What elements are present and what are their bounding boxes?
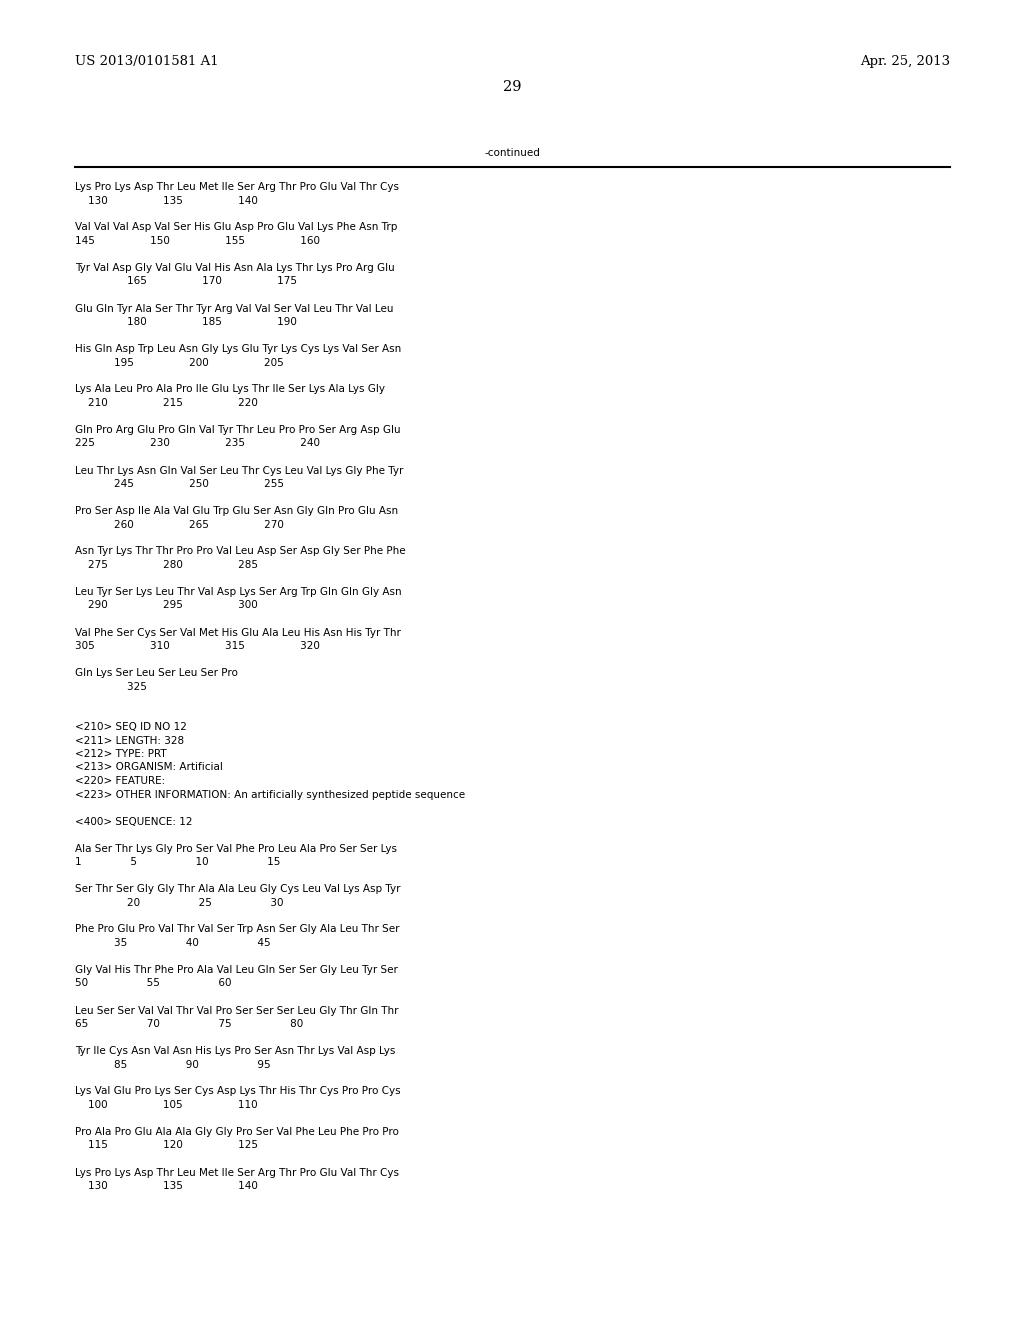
Text: 305                 310                 315                 320: 305 310 315 320 [75, 642, 319, 651]
Text: 115                 120                 125: 115 120 125 [75, 1140, 258, 1151]
Text: Leu Tyr Ser Lys Leu Thr Val Asp Lys Ser Arg Trp Gln Gln Gly Asn: Leu Tyr Ser Lys Leu Thr Val Asp Lys Ser … [75, 587, 401, 597]
Text: Apr. 25, 2013: Apr. 25, 2013 [860, 55, 950, 69]
Text: <400> SEQUENCE: 12: <400> SEQUENCE: 12 [75, 817, 193, 826]
Text: Ser Thr Ser Gly Gly Thr Ala Ala Leu Gly Cys Leu Val Lys Asp Tyr: Ser Thr Ser Gly Gly Thr Ala Ala Leu Gly … [75, 884, 400, 894]
Text: Pro Ser Asp Ile Ala Val Glu Trp Glu Ser Asn Gly Gln Pro Glu Asn: Pro Ser Asp Ile Ala Val Glu Trp Glu Ser … [75, 506, 398, 516]
Text: 180                 185                 190: 180 185 190 [75, 317, 297, 327]
Text: 85                  90                  95: 85 90 95 [75, 1060, 270, 1069]
Text: 260                 265                 270: 260 265 270 [75, 520, 284, 529]
Text: Pro Ala Pro Glu Ala Ala Gly Gly Pro Ser Val Phe Leu Phe Pro Pro: Pro Ala Pro Glu Ala Ala Gly Gly Pro Ser … [75, 1127, 399, 1137]
Text: 225                 230                 235                 240: 225 230 235 240 [75, 438, 319, 449]
Text: Val Phe Ser Cys Ser Val Met His Glu Ala Leu His Asn His Tyr Thr: Val Phe Ser Cys Ser Val Met His Glu Ala … [75, 627, 400, 638]
Text: <211> LENGTH: 328: <211> LENGTH: 328 [75, 735, 184, 746]
Text: Tyr Val Asp Gly Val Glu Val His Asn Ala Lys Thr Lys Pro Arg Glu: Tyr Val Asp Gly Val Glu Val His Asn Ala … [75, 263, 394, 273]
Text: 35                  40                  45: 35 40 45 [75, 939, 270, 948]
Text: Gln Pro Arg Glu Pro Gln Val Tyr Thr Leu Pro Pro Ser Arg Asp Glu: Gln Pro Arg Glu Pro Gln Val Tyr Thr Leu … [75, 425, 400, 436]
Text: <213> ORGANISM: Artificial: <213> ORGANISM: Artificial [75, 763, 223, 772]
Text: Ala Ser Thr Lys Gly Pro Ser Val Phe Pro Leu Ala Pro Ser Ser Lys: Ala Ser Thr Lys Gly Pro Ser Val Phe Pro … [75, 843, 397, 854]
Text: 130                 135                 140: 130 135 140 [75, 195, 258, 206]
Text: <212> TYPE: PRT: <212> TYPE: PRT [75, 748, 167, 759]
Text: 130                 135                 140: 130 135 140 [75, 1181, 258, 1191]
Text: 100                 105                 110: 100 105 110 [75, 1100, 258, 1110]
Text: Lys Val Glu Pro Lys Ser Cys Asp Lys Thr His Thr Cys Pro Pro Cys: Lys Val Glu Pro Lys Ser Cys Asp Lys Thr … [75, 1086, 400, 1097]
Text: Lys Pro Lys Asp Thr Leu Met Ile Ser Arg Thr Pro Glu Val Thr Cys: Lys Pro Lys Asp Thr Leu Met Ile Ser Arg … [75, 1167, 399, 1177]
Text: 275                 280                 285: 275 280 285 [75, 560, 258, 570]
Text: Lys Ala Leu Pro Ala Pro Ile Glu Lys Thr Ile Ser Lys Ala Lys Gly: Lys Ala Leu Pro Ala Pro Ile Glu Lys Thr … [75, 384, 385, 395]
Text: 325: 325 [75, 681, 146, 692]
Text: <220> FEATURE:: <220> FEATURE: [75, 776, 165, 785]
Text: 29: 29 [503, 81, 521, 94]
Text: Val Val Val Asp Val Ser His Glu Asp Pro Glu Val Lys Phe Asn Trp: Val Val Val Asp Val Ser His Glu Asp Pro … [75, 223, 397, 232]
Text: 1               5                  10                  15: 1 5 10 15 [75, 857, 281, 867]
Text: His Gln Asp Trp Leu Asn Gly Lys Glu Tyr Lys Cys Lys Val Ser Asn: His Gln Asp Trp Leu Asn Gly Lys Glu Tyr … [75, 345, 401, 354]
Text: Lys Pro Lys Asp Thr Leu Met Ile Ser Arg Thr Pro Glu Val Thr Cys: Lys Pro Lys Asp Thr Leu Met Ile Ser Arg … [75, 182, 399, 191]
Text: Gly Val His Thr Phe Pro Ala Val Leu Gln Ser Ser Gly Leu Tyr Ser: Gly Val His Thr Phe Pro Ala Val Leu Gln … [75, 965, 398, 975]
Text: 210                 215                 220: 210 215 220 [75, 399, 258, 408]
Text: 20                  25                  30: 20 25 30 [75, 898, 284, 908]
Text: Glu Gln Tyr Ala Ser Thr Tyr Arg Val Val Ser Val Leu Thr Val Leu: Glu Gln Tyr Ala Ser Thr Tyr Arg Val Val … [75, 304, 393, 314]
Text: Phe Pro Glu Pro Val Thr Val Ser Trp Asn Ser Gly Ala Leu Thr Ser: Phe Pro Glu Pro Val Thr Val Ser Trp Asn … [75, 924, 399, 935]
Text: 65                  70                  75                  80: 65 70 75 80 [75, 1019, 303, 1030]
Text: US 2013/0101581 A1: US 2013/0101581 A1 [75, 55, 219, 69]
Text: Leu Thr Lys Asn Gln Val Ser Leu Thr Cys Leu Val Lys Gly Phe Tyr: Leu Thr Lys Asn Gln Val Ser Leu Thr Cys … [75, 466, 403, 475]
Text: 195                 200                 205: 195 200 205 [75, 358, 284, 367]
Text: 50                  55                  60: 50 55 60 [75, 978, 231, 989]
Text: Leu Ser Ser Val Val Thr Val Pro Ser Ser Ser Leu Gly Thr Gln Thr: Leu Ser Ser Val Val Thr Val Pro Ser Ser … [75, 1006, 398, 1015]
Text: <210> SEQ ID NO 12: <210> SEQ ID NO 12 [75, 722, 186, 733]
Text: -continued: -continued [484, 148, 540, 158]
Text: 145                 150                 155                 160: 145 150 155 160 [75, 236, 319, 246]
Text: 245                 250                 255: 245 250 255 [75, 479, 284, 488]
Text: Asn Tyr Lys Thr Thr Pro Pro Val Leu Asp Ser Asp Gly Ser Phe Phe: Asn Tyr Lys Thr Thr Pro Pro Val Leu Asp … [75, 546, 406, 557]
Text: <223> OTHER INFORMATION: An artificially synthesized peptide sequence: <223> OTHER INFORMATION: An artificially… [75, 789, 465, 800]
Text: Gln Lys Ser Leu Ser Leu Ser Pro: Gln Lys Ser Leu Ser Leu Ser Pro [75, 668, 238, 678]
Text: 290                 295                 300: 290 295 300 [75, 601, 258, 610]
Text: Tyr Ile Cys Asn Val Asn His Lys Pro Ser Asn Thr Lys Val Asp Lys: Tyr Ile Cys Asn Val Asn His Lys Pro Ser … [75, 1045, 395, 1056]
Text: 165                 170                 175: 165 170 175 [75, 276, 297, 286]
